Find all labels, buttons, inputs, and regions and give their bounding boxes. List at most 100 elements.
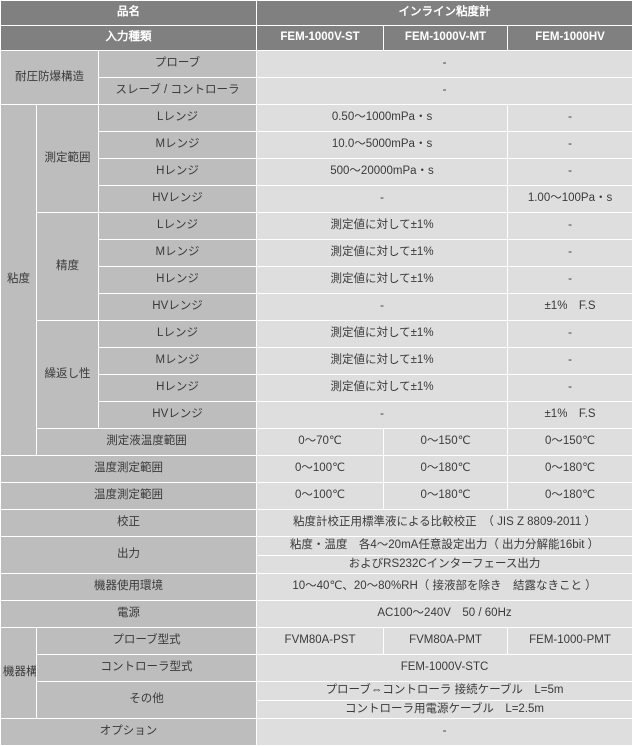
header-product-family: インライン粘度計 — [257, 1, 632, 26]
row-label-repeat-hv: HVレンジ — [99, 402, 257, 429]
cell-explosionproof-probe-value: - — [257, 51, 632, 78]
cell-range-l-merged: 0.50～1000mPa・s — [257, 105, 508, 132]
row-label-configuration: 機器構成 — [1, 628, 37, 719]
cell-probe-type-1: FVM80A-PST — [257, 628, 384, 655]
cell-temp-measure-1-col3: 0～180℃ — [508, 456, 632, 483]
row-label-liquid-temp-range: 測定液温度範囲 — [37, 429, 257, 456]
cell-accuracy-h-hv: - — [508, 267, 632, 294]
cell-temp-measure-1-col1: 0～100℃ — [257, 456, 384, 483]
row-label-range-l: Lレンジ — [99, 105, 257, 132]
cell-accuracy-m-merged: 測定値に対して±1% — [257, 240, 508, 267]
cell-calibration-value: 粘度計校正用標準液による比較校正 （ JIS Z 8809-2011 ） — [257, 510, 632, 537]
cell-range-hv-merged: - — [257, 186, 508, 213]
cell-liquid-temp-2: 0～150℃ — [384, 429, 508, 456]
row-label-probe-type: プローブ型式 — [37, 628, 257, 655]
row-label-option: オプション — [1, 719, 257, 746]
cell-repeat-h-merged: 測定値に対して±1% — [257, 375, 508, 402]
table-row-explosionproof-probe: 耐圧防爆構造 プローブ - — [1, 51, 632, 78]
table-row-repeat-l: 繰返し性 Lレンジ 測定値に対して±1% - — [1, 321, 632, 348]
row-label-range-hv: HVレンジ — [99, 186, 257, 213]
cell-accuracy-hv-merged: - — [257, 294, 508, 321]
cell-temp-measure-1-col2: 0～180℃ — [384, 456, 508, 483]
row-label-accuracy-hv: HVレンジ — [99, 294, 257, 321]
cell-repeat-h-hv: - — [508, 375, 632, 402]
row-label-power: 電源 — [1, 601, 257, 628]
row-label-accuracy-m: Mレンジ — [99, 240, 257, 267]
cell-accuracy-hv-hv: ±1% F.S — [508, 294, 632, 321]
row-label-repeat-l: Lレンジ — [99, 321, 257, 348]
row-label-accuracy: 精度 — [37, 213, 99, 321]
cell-accuracy-l-hv: - — [508, 213, 632, 240]
header-model-3: FEM-1000HV — [508, 26, 632, 51]
row-label-repeat-m: Mレンジ — [99, 348, 257, 375]
table-row-output-line1: 出力 粘度・温度 各4～20mA任意設定出力（ 出力分解能16bit ） — [1, 537, 632, 556]
cell-environment-value: 10～40℃、20～80%RH（ 接液部を除き 結露なきこと ） — [257, 574, 632, 601]
cell-accuracy-l-merged: 測定値に対して±1% — [257, 213, 508, 240]
row-label-output: 出力 — [1, 537, 257, 574]
table-row-power: 電源 AC100～240V 50 / 60Hz — [1, 601, 632, 628]
cell-power-value: AC100～240V 50 / 60Hz — [257, 601, 632, 628]
row-label-calibration: 校正 — [1, 510, 257, 537]
row-label-probe: プローブ — [99, 51, 257, 78]
table-row-temp-measure-2: 温度測定範囲 0～100℃ 0～180℃ 0～180℃ — [1, 483, 632, 510]
cell-temp-measure-2-col3: 0～180℃ — [508, 483, 632, 510]
table-header-row-models: 入力種類 FEM-1000V-ST FEM-1000V-MT FEM-1000H… — [1, 26, 632, 51]
cell-option-value: - — [257, 719, 632, 746]
row-label-measuring-range: 測定範囲 — [37, 105, 99, 213]
cell-probe-type-2: FVM80A-PMT — [384, 628, 508, 655]
row-label-range-h: Hレンジ — [99, 159, 257, 186]
row-label-controller-type: コントローラ型式 — [37, 655, 257, 682]
row-label-repeatability: 繰返し性 — [37, 321, 99, 429]
cell-output-line2: およびRS232Cインターフェース出力 — [257, 555, 632, 574]
cell-probe-type-3: FEM-1000-PMT — [508, 628, 632, 655]
row-label-explosion-proof: 耐圧防爆構造 — [1, 51, 99, 105]
header-input-type-label: 入力種類 — [1, 26, 257, 51]
table-row-other-line1: その他 プローブ⇔コントローラ 接続ケーブル L=5m — [1, 682, 632, 701]
table-row-option: オプション - — [1, 719, 632, 746]
table-row-environment: 機器使用環境 10～40℃、20～80%RH（ 接液部を除き 結露なきこと ） — [1, 574, 632, 601]
cell-temp-measure-2-col1: 0～100℃ — [257, 483, 384, 510]
cell-range-m-merged: 10.0～5000mPa・s — [257, 132, 508, 159]
row-label-temp-measure-2: 温度測定範囲 — [1, 483, 257, 510]
header-model-1: FEM-1000V-ST — [257, 26, 384, 51]
table-header-row-product: 品名 インライン粘度計 — [1, 1, 632, 26]
table-row-controller-type: コントローラ型式 FEM-1000V-STC — [1, 655, 632, 682]
cell-repeat-hv-merged: - — [257, 402, 508, 429]
cell-range-h-hv: - — [508, 159, 632, 186]
cell-repeat-m-hv: - — [508, 348, 632, 375]
row-label-accuracy-l: Lレンジ — [99, 213, 257, 240]
cell-other-line1: プローブ⇔コントローラ 接続ケーブル L=5m — [257, 682, 632, 701]
cell-range-m-hv: - — [508, 132, 632, 159]
cell-repeat-hv-hv: ±1% F.S — [508, 402, 632, 429]
cell-accuracy-m-hv: - — [508, 240, 632, 267]
header-model-2: FEM-1000V-MT — [384, 26, 508, 51]
cell-other-line2: コントローラ用電源ケーブル L=2.5m — [257, 700, 632, 719]
row-label-environment: 機器使用環境 — [1, 574, 257, 601]
cell-temp-measure-2-col2: 0～180℃ — [384, 483, 508, 510]
cell-controller-type-value: FEM-1000V-STC — [257, 655, 632, 682]
cell-repeat-l-merged: 測定値に対して±1% — [257, 321, 508, 348]
row-label-other: その他 — [37, 682, 257, 719]
table-row-temp-measure-1: 温度測定範囲 0～100℃ 0～180℃ 0～180℃ — [1, 456, 632, 483]
cell-output-line1: 粘度・温度 各4～20mA任意設定出力（ 出力分解能16bit ） — [257, 537, 632, 556]
row-label-temp-measure-1: 温度測定範囲 — [1, 456, 257, 483]
row-label-viscosity: 粘度 — [1, 105, 37, 456]
cell-explosionproof-slave-value: - — [257, 78, 632, 105]
cell-liquid-temp-3: 0～150℃ — [508, 429, 632, 456]
row-label-repeat-h: Hレンジ — [99, 375, 257, 402]
header-product-name-label: 品名 — [1, 1, 257, 26]
table-row-calibration: 校正 粘度計校正用標準液による比較校正 （ JIS Z 8809-2011 ） — [1, 510, 632, 537]
row-label-slave-controller: スレーブ / コントローラ — [99, 78, 257, 105]
table-row-range-l: 粘度 測定範囲 Lレンジ 0.50～1000mPa・s - — [1, 105, 632, 132]
cell-accuracy-h-merged: 測定値に対して±1% — [257, 267, 508, 294]
table-row-liquid-temp-range: 測定液温度範囲 0～70℃ 0～150℃ 0～150℃ — [1, 429, 632, 456]
row-label-accuracy-h: Hレンジ — [99, 267, 257, 294]
cell-range-hv-hv: 1.00～100Pa・s — [508, 186, 632, 213]
cell-repeat-l-hv: - — [508, 321, 632, 348]
cell-range-h-merged: 500～20000mPa・s — [257, 159, 508, 186]
cell-range-l-hv: - — [508, 105, 632, 132]
table-row-accuracy-l: 精度 Lレンジ 測定値に対して±1% - — [1, 213, 632, 240]
cell-liquid-temp-1: 0～70℃ — [257, 429, 384, 456]
table-row-probe-type: 機器構成 プローブ型式 FVM80A-PST FVM80A-PMT FEM-10… — [1, 628, 632, 655]
